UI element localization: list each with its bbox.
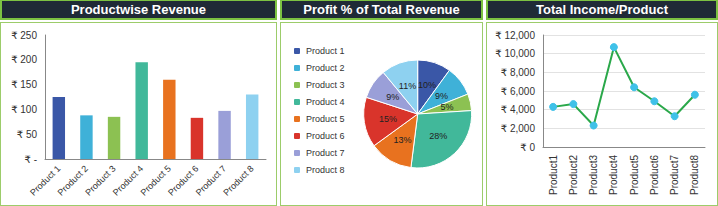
svg-text:Product1: Product1 bbox=[548, 155, 559, 195]
svg-text:₹ 12,000: ₹ 12,000 bbox=[495, 30, 535, 41]
svg-text:₹ 250: ₹ 250 bbox=[11, 30, 37, 41]
svg-text:Product 8: Product 8 bbox=[306, 165, 345, 175]
svg-text:Product 4: Product 4 bbox=[306, 97, 345, 107]
svg-text:Product3: Product3 bbox=[588, 155, 599, 195]
svg-text:10%: 10% bbox=[418, 80, 436, 90]
svg-text:15%: 15% bbox=[379, 114, 397, 124]
svg-text:11%: 11% bbox=[399, 81, 416, 91]
svg-text:Product2: Product2 bbox=[568, 155, 579, 195]
svg-text:13%: 13% bbox=[393, 135, 411, 145]
svg-text:Product7: Product7 bbox=[669, 155, 680, 195]
svg-text:Product 3: Product 3 bbox=[83, 163, 118, 198]
svg-text:₹ 50: ₹ 50 bbox=[17, 129, 38, 140]
svg-text:5%: 5% bbox=[440, 102, 453, 112]
svg-text:Product 1: Product 1 bbox=[28, 163, 63, 198]
svg-text:Product 4: Product 4 bbox=[111, 163, 146, 198]
svg-text:₹ 0: ₹ 0 bbox=[520, 142, 535, 153]
svg-text:Product 7: Product 7 bbox=[193, 163, 229, 198]
svg-text:9%: 9% bbox=[386, 92, 399, 102]
svg-text:Product5: Product5 bbox=[629, 155, 640, 195]
svg-text:28%: 28% bbox=[429, 131, 447, 141]
svg-text:Product 7: Product 7 bbox=[306, 148, 345, 158]
svg-text:₹ 200: ₹ 200 bbox=[11, 54, 37, 65]
html-text:Total Income/Product: Total Income/Product bbox=[536, 2, 668, 17]
svg-text:₹ 100: ₹ 100 bbox=[11, 104, 37, 115]
svg-text:Product 5: Product 5 bbox=[306, 114, 345, 124]
svg-text:Product 3: Product 3 bbox=[306, 80, 345, 90]
svg-text:Product4: Product4 bbox=[608, 155, 619, 195]
svg-text:₹ 2,000: ₹ 2,000 bbox=[501, 123, 536, 134]
svg-text:Product 1: Product 1 bbox=[306, 46, 345, 56]
svg-text:₹ 8,000: ₹ 8,000 bbox=[501, 67, 536, 78]
svg-text:Product 6: Product 6 bbox=[166, 163, 201, 198]
svg-text:Product 2: Product 2 bbox=[55, 163, 90, 198]
html-text:Productwise Revenue: Productwise Revenue bbox=[70, 2, 206, 17]
svg-text:Product 5: Product 5 bbox=[138, 163, 173, 198]
html-text:Profit % of Total Revenue: Profit % of Total Revenue bbox=[303, 2, 460, 17]
svg-text:Product 6: Product 6 bbox=[306, 131, 345, 141]
svg-text:₹ 6,000: ₹ 6,000 bbox=[501, 86, 536, 97]
svg-text:9%: 9% bbox=[435, 91, 448, 101]
svg-text:Product 2: Product 2 bbox=[306, 63, 345, 73]
svg-text:Product 8: Product 8 bbox=[221, 163, 255, 197]
svg-text:Product8: Product8 bbox=[689, 155, 700, 195]
svg-text:₹ 4,000: ₹ 4,000 bbox=[501, 104, 536, 115]
svg-text:Product6: Product6 bbox=[649, 155, 660, 195]
svg-text:₹ 150: ₹ 150 bbox=[11, 79, 37, 90]
svg-text:₹ 10,000: ₹ 10,000 bbox=[495, 48, 535, 59]
svg-text:₹ -: ₹ - bbox=[25, 154, 37, 165]
